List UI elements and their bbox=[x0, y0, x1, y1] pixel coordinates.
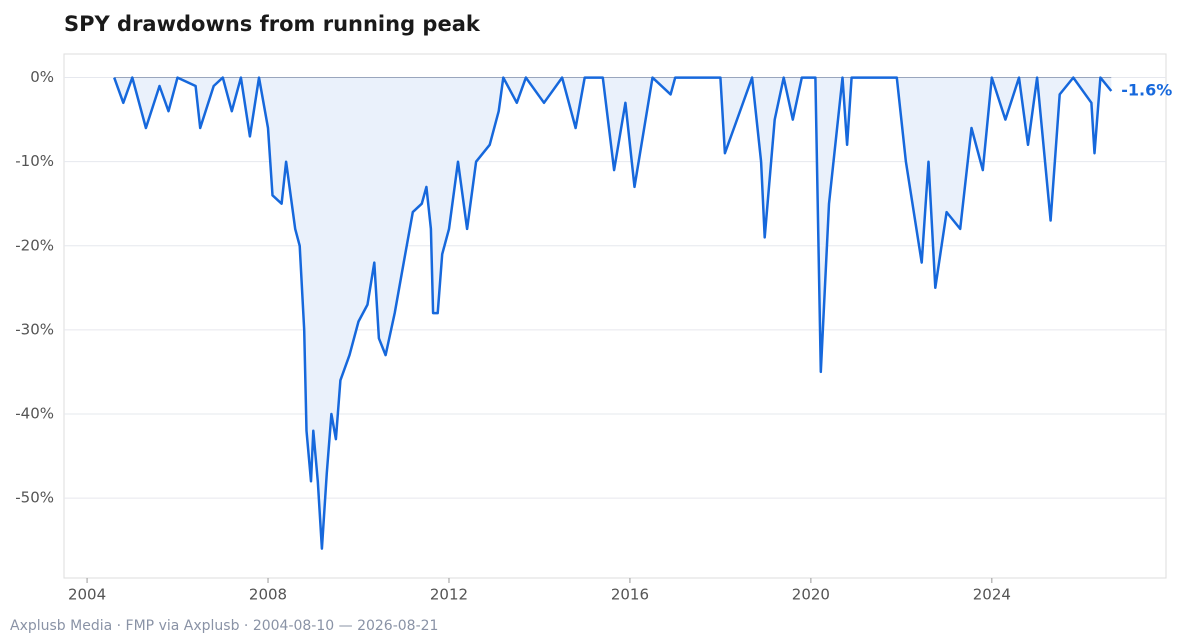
area bbox=[114, 77, 1112, 549]
y-tick-label: -30% bbox=[15, 320, 54, 338]
chart-title: SPY drawdowns from running peak bbox=[64, 12, 481, 36]
x-tick-label: 2004 bbox=[68, 586, 106, 604]
y-tick-label: -40% bbox=[15, 404, 54, 422]
x-tick-label: 2024 bbox=[973, 586, 1011, 604]
value-label: -1.6% bbox=[1121, 81, 1172, 100]
plot-frame bbox=[63, 53, 1167, 579]
y-tick-label: 0% bbox=[30, 68, 54, 86]
x-tick-label: 2016 bbox=[611, 586, 649, 604]
line bbox=[113, 76, 1113, 550]
y-tick-label: -10% bbox=[15, 152, 54, 170]
x-tick-label: 2008 bbox=[249, 586, 287, 604]
y-tick-label: -50% bbox=[15, 489, 54, 507]
footer: Axplusb Media · FMP via Axplusb · 2004-0… bbox=[10, 618, 438, 634]
x-tick-label: 2012 bbox=[430, 586, 468, 604]
y-tick-label: -20% bbox=[15, 236, 54, 254]
x-tick-label: 2020 bbox=[792, 586, 830, 604]
